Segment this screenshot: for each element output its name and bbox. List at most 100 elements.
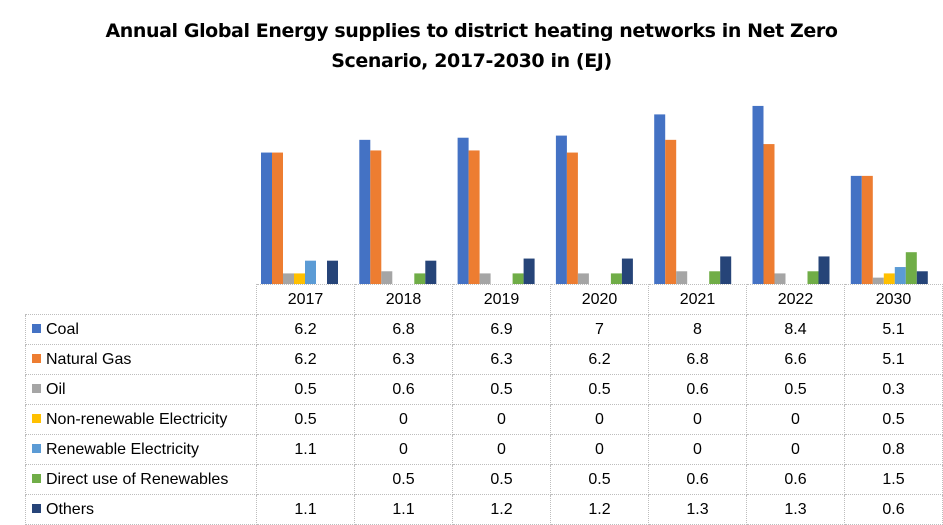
data-label: 0 [452, 434, 551, 465]
data-label: 0 [648, 404, 747, 435]
bar-direct-use-of-renewables-2030 [905, 252, 917, 284]
data-label: 1.1 [256, 494, 355, 525]
series-name: Non-renewable Electricity [46, 410, 228, 428]
data-label: 0.5 [550, 464, 649, 495]
chart-title: Annual Global Energy supplies to distric… [105, 20, 838, 42]
legend-swatch-icon [32, 503, 41, 513]
bar-non-renewable-electricity-2030 [883, 273, 895, 284]
bar-coal-2017 [261, 152, 272, 284]
bar-natural-gas-2022 [763, 144, 775, 284]
bar-direct-use-of-renewables-2018 [414, 273, 426, 284]
bar-natural-gas-2021 [665, 139, 677, 284]
data-label: 5.1 [844, 314, 943, 345]
table-corner [25, 284, 257, 315]
table-row: Natural Gas 6.2 6.3 6.3 6.2 6.8 6.6 5.1 [25, 344, 943, 375]
table-row: Direct use of Renewables 0.5 0.5 0.5 0.6 0.6 1… [25, 464, 943, 495]
data-label: 0 [550, 404, 649, 435]
data-label: 0 [354, 404, 453, 435]
series-name: Others [46, 500, 95, 518]
data-label: 0 [648, 434, 747, 465]
data-label: 6.2 [256, 314, 355, 345]
legend-swatch-icon [32, 383, 41, 393]
data-label: 6.9 [452, 314, 551, 345]
data-label [256, 464, 355, 495]
category-label: 2020 [550, 284, 649, 315]
data-label: 6.8 [648, 344, 747, 375]
data-label: 0.6 [354, 374, 453, 405]
bar-oil-2022 [774, 273, 786, 284]
bar-others-2021 [720, 256, 732, 284]
series-name: Oil [46, 380, 66, 398]
legend-swatch-icon [32, 323, 41, 333]
data-label: 0.6 [746, 464, 845, 495]
data-label: 0 [452, 404, 551, 435]
bar-direct-use-of-renewables-2022 [807, 271, 819, 284]
data-label: 1.5 [844, 464, 943, 495]
legend-entry: Direct use of Renewables [25, 464, 257, 495]
legend-entry: Oil [25, 374, 257, 405]
bar-direct-use-of-renewables-2019 [512, 273, 524, 284]
bar-oil-2021 [676, 271, 688, 284]
bar-renewable-electricity-2030 [894, 267, 906, 284]
category-label: 2017 [256, 284, 355, 315]
bar-plot-area [261, 105, 928, 285]
data-label: 0.5 [746, 374, 845, 405]
data-label: 0.5 [550, 374, 649, 405]
data-label: 8 [648, 314, 747, 345]
data-label: 0 [550, 434, 649, 465]
data-label: 6.3 [452, 344, 551, 375]
data-label: 7 [550, 314, 649, 345]
bar-renewable-electricity-2017 [305, 260, 316, 284]
data-label: 0.5 [354, 464, 453, 495]
data-label: 0.6 [648, 464, 747, 495]
bar-oil-2019 [479, 273, 491, 284]
data-label: 0 [746, 404, 845, 435]
legend-swatch-icon [32, 353, 41, 363]
data-label: 0.5 [256, 374, 355, 405]
legend-entry: Renewable Electricity [25, 434, 257, 465]
bar-oil-2020 [577, 273, 589, 284]
data-label: 0.5 [256, 404, 355, 435]
chart-subtitle: Scenario, 2017-2030 in (EJ) [331, 50, 612, 72]
legend-swatch-icon [32, 473, 41, 483]
data-label: 0.5 [452, 374, 551, 405]
legend-entry: Coal [25, 314, 257, 345]
data-label: 1.2 [452, 494, 551, 525]
bar-non-renewable-electricity-2017 [294, 273, 305, 284]
data-label: 6.3 [354, 344, 453, 375]
series-name: Coal [46, 320, 79, 338]
bar-natural-gas-2018 [370, 150, 382, 284]
data-label: 0.5 [844, 404, 943, 435]
series-name: Renewable Electricity [46, 440, 199, 458]
data-label: 0.8 [844, 434, 943, 465]
bar-others-2030 [916, 271, 928, 284]
bar-oil-2017 [283, 273, 294, 284]
series-name: Natural Gas [46, 350, 132, 368]
bar-oil-2018 [381, 271, 393, 284]
data-table: 2017 2018 2019 2020 2021 2022 2030 Coal 6.2 6.8 6… [25, 284, 943, 525]
bar-natural-gas-2020 [566, 152, 578, 284]
category-label: 2019 [452, 284, 551, 315]
bar-others-2018 [425, 260, 437, 284]
data-label: 0.5 [452, 464, 551, 495]
bar-coal-2019 [457, 137, 469, 284]
data-label: 8.4 [746, 314, 845, 345]
table-row: Others 1.1 1.1 1.2 1.2 1.3 1.3 0.6 [25, 494, 943, 525]
bar-direct-use-of-renewables-2021 [709, 271, 721, 284]
data-label: 1.3 [746, 494, 845, 525]
bar-others-2022 [818, 256, 830, 284]
legend-entry: Natural Gas [25, 344, 257, 375]
table-row: Coal 6.2 6.8 6.9 7 8 8.4 5.1 [25, 314, 943, 345]
category-label: 2018 [354, 284, 453, 315]
table-row: Oil 0.5 0.6 0.5 0.5 0.6 0.5 0.3 [25, 374, 943, 405]
bar-direct-use-of-renewables-2020 [610, 273, 622, 284]
data-label: 6.2 [550, 344, 649, 375]
data-label: 6.2 [256, 344, 355, 375]
data-label: 0.3 [844, 374, 943, 405]
data-label: 1.3 [648, 494, 747, 525]
category-label: 2021 [648, 284, 747, 315]
data-label: 6.8 [354, 314, 453, 345]
data-label: 1.1 [354, 494, 453, 525]
data-label: 0.6 [844, 494, 943, 525]
bar-others-2017 [327, 260, 338, 284]
